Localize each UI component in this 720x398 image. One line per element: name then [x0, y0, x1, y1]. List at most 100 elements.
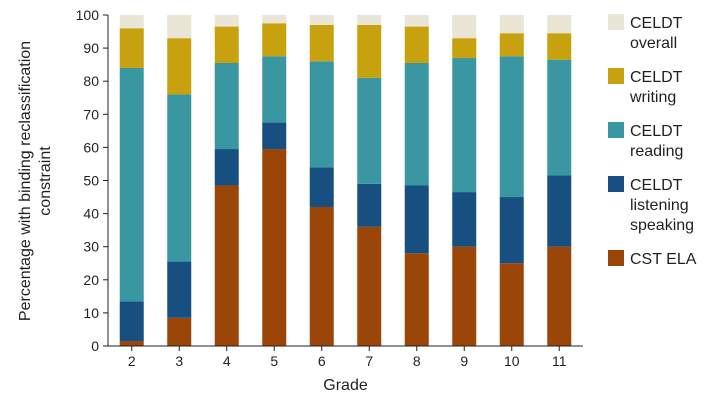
x-axis: 2 3 4 5 6 7 8 9 10 11	[108, 345, 583, 369]
bar-segment	[357, 24, 382, 78]
bar-segment	[404, 253, 429, 346]
bar-segment	[309, 15, 334, 25]
y-tick-label: 40	[83, 206, 99, 222]
legend-swatch	[608, 250, 624, 266]
bar-segment	[499, 263, 524, 346]
bar-segment	[404, 185, 429, 254]
bar-segment	[262, 23, 287, 57]
legend-label-line: CST ELA	[630, 251, 697, 268]
y-axis-title-line: constraint	[37, 146, 54, 216]
legend-label-line: CELDT	[630, 69, 683, 86]
bar-segment	[309, 61, 334, 168]
bar-segment	[119, 15, 144, 29]
bar-segment	[214, 26, 239, 63]
bar-segment	[452, 58, 477, 193]
x-tick-label: 5	[270, 353, 278, 369]
bar-segment	[357, 15, 382, 25]
bar-segment	[119, 67, 144, 302]
legend-swatch	[608, 122, 624, 138]
x-tick-label: 3	[175, 353, 183, 369]
bar-segment	[547, 175, 572, 247]
bar-segment	[214, 62, 239, 150]
y-tick-label: 60	[83, 139, 99, 155]
legend-label-line: writing	[629, 89, 676, 106]
bar-segment	[167, 15, 192, 39]
y-axis: 0 10 20 30 40 50 60 70 80 90 100	[76, 7, 109, 354]
x-tick-label: 7	[365, 353, 373, 369]
bar-segment	[167, 38, 192, 95]
y-axis-title: Percentage with binding reclassification…	[17, 41, 54, 321]
bar-segment	[262, 15, 287, 24]
bar-segment	[547, 15, 572, 34]
bar-segment	[404, 62, 429, 186]
bar-segment	[214, 15, 239, 27]
bar-segment	[499, 56, 524, 198]
y-tick-label: 50	[83, 173, 99, 189]
bar-segment	[309, 206, 334, 346]
y-tick-label: 90	[83, 40, 99, 56]
bar-segment	[119, 301, 144, 342]
bar-segment	[357, 226, 382, 346]
bar-segment	[357, 183, 382, 227]
bar-segment	[214, 185, 239, 346]
legend-label-line: reading	[630, 143, 683, 160]
bar-segment	[499, 197, 524, 264]
bar-segment	[357, 77, 382, 184]
bar-segment	[214, 149, 239, 186]
x-axis-title: Grade	[323, 377, 368, 394]
bar-segment	[452, 38, 477, 59]
legend-label-line: listening	[630, 197, 689, 214]
bars	[119, 15, 572, 346]
y-axis-title-text: Percentage with binding reclassification…	[17, 41, 54, 321]
y-axis-title-line: Percentage with binding reclassification	[17, 41, 34, 321]
legend-label: CELDT overall	[630, 15, 683, 52]
legend-label: CELDT reading	[630, 123, 683, 160]
bar-segment	[547, 59, 572, 176]
bar-segment	[167, 94, 192, 262]
legend-label-line: speaking	[630, 217, 694, 234]
x-tick-label: 10	[504, 353, 520, 369]
legend-swatch	[608, 176, 624, 192]
y-tick-label: 10	[83, 305, 99, 321]
legend-swatch	[608, 68, 624, 84]
x-tick-label: 4	[223, 353, 231, 369]
legend-label: CELDT writing	[629, 69, 683, 106]
bar-segment	[404, 15, 429, 27]
bar-segment	[262, 122, 287, 150]
bar-segment	[167, 317, 192, 346]
bar-segment	[499, 33, 524, 57]
y-tick-label: 70	[83, 106, 99, 122]
bar-segment	[167, 261, 192, 318]
y-tick-label: 100	[76, 7, 100, 23]
x-tick-label: 11	[552, 353, 567, 369]
x-tick-label: 9	[460, 353, 468, 369]
legend-label-line: overall	[630, 35, 677, 52]
bar-segment	[499, 15, 524, 34]
y-tick-label: 80	[83, 73, 99, 89]
bar-segment	[262, 149, 287, 346]
bar-segment	[262, 56, 287, 123]
legend-swatch	[608, 14, 624, 30]
x-tick-label: 2	[128, 353, 136, 369]
bar-segment	[119, 341, 144, 346]
bar-segment	[119, 28, 144, 68]
legend-label-line: CELDT	[630, 177, 683, 194]
y-tick-label: 30	[83, 239, 99, 255]
y-tick-label: 0	[91, 338, 99, 354]
bar-segment	[309, 167, 334, 207]
y-tick-label: 20	[83, 272, 99, 288]
bar-segment	[404, 26, 429, 63]
bar-segment	[452, 15, 477, 39]
bar-segment	[452, 246, 477, 346]
bar-segment	[547, 246, 572, 346]
legend-label-line: CELDT	[630, 123, 683, 140]
legend-label: CST ELA	[630, 251, 697, 268]
legend-label-line: CELDT	[630, 15, 683, 32]
bar-segment	[452, 192, 477, 247]
legend-label: CELDT listening speaking	[630, 177, 694, 234]
bar-segment	[547, 33, 572, 60]
x-tick-label: 8	[413, 353, 421, 369]
x-tick-label: 6	[318, 353, 326, 369]
